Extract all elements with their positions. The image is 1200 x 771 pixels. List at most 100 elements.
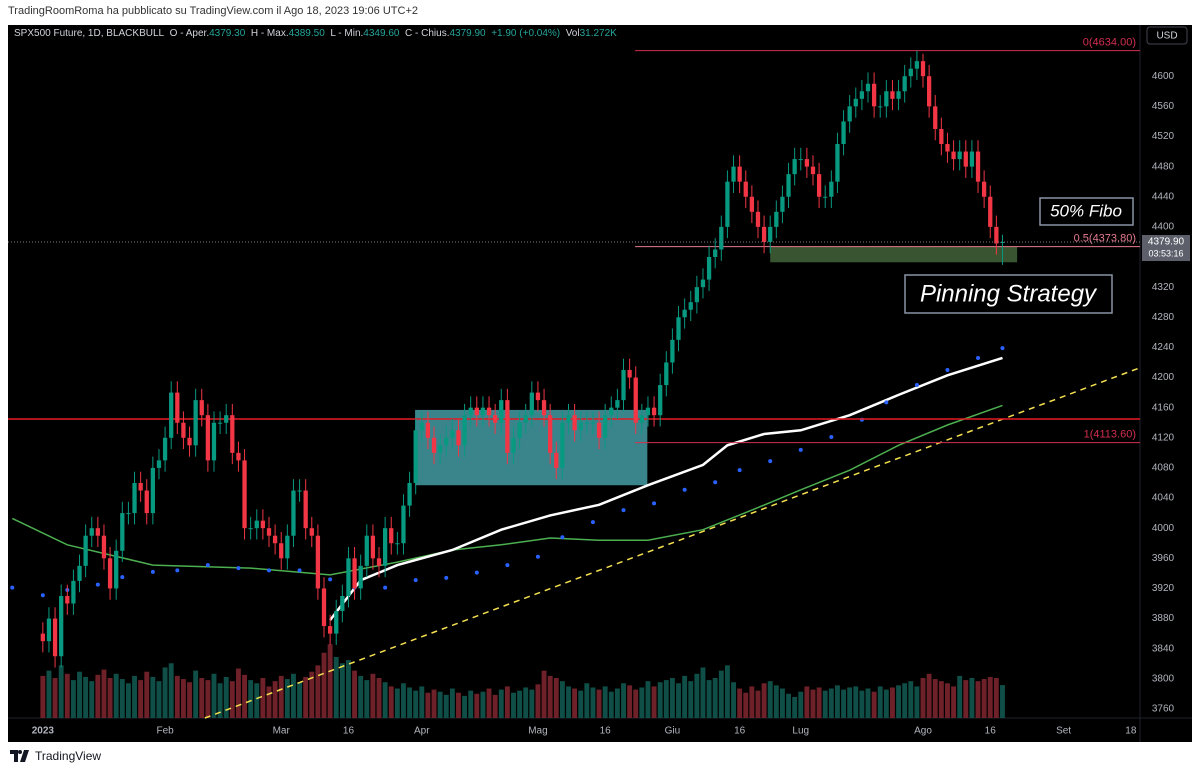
candle-body [181,422,186,438]
y-tick-label: 3960 [1152,553,1175,564]
indicator-dot [297,568,302,573]
candle-body [884,91,889,107]
volume-bar [297,682,303,718]
candle-body [370,535,376,559]
currency-box[interactable] [1146,26,1188,45]
indicator-dot [590,520,595,525]
chart-background [8,25,1192,742]
candle-body [847,106,852,122]
indicator-dot [945,367,950,372]
candle-body [242,460,247,529]
volume-bar [370,673,376,718]
volume-bar [853,686,859,718]
candle-body [658,385,663,416]
volume-bar [663,680,669,718]
fib-label: 0.5(4373.80) [1074,233,1136,245]
volume-bar [651,686,657,718]
volume-bar [706,680,712,718]
candle-body [217,422,223,424]
volume-bar [676,683,681,718]
volume-bar [779,688,785,718]
logo-icon [10,750,29,762]
candle-body [902,76,907,92]
x-tick-label: Mag [528,726,547,737]
candle-body [266,528,272,536]
volume-bar [798,691,804,718]
volume-bar [162,667,168,718]
candle-body [621,369,626,401]
fib-label: 1(4113.60) [1084,429,1136,441]
candle-body [401,505,406,544]
annotation-pinning: Pinning Strategy [904,274,1113,314]
volume-bar [926,673,932,718]
volume-bar [767,681,773,718]
volume-bar [358,675,364,718]
volume-bar [951,686,957,718]
volume-bar [773,685,779,718]
volume-bar [443,694,449,718]
candle-body [719,226,724,250]
volume-bar [682,675,688,718]
volume-bar [401,683,406,718]
legend-label: C - Chius. [405,28,450,39]
volume-bar [187,682,192,718]
volume-bar [981,679,987,718]
volume-bar [456,692,461,718]
volume-bar [969,678,975,718]
volume-bar [786,693,791,718]
volume-bar [529,689,535,718]
candle-body [279,543,284,559]
candle-body [395,543,400,545]
volume-bar [737,688,743,718]
candle-body [52,618,58,657]
candle-body [340,595,345,612]
volume-bar [743,692,749,718]
y-tick-label: 4440 [1152,191,1175,202]
indicator-dot [535,554,540,559]
candle-body [376,558,382,566]
candle-body [474,407,479,416]
x-tick-label: 16 [734,726,746,737]
candle-body [761,226,767,242]
y-tick-label: 4160 [1152,402,1175,413]
trendline [204,367,1141,719]
candle-body [199,400,204,416]
candle-body [725,181,730,227]
volume-bar [553,678,559,718]
volume-bar [523,687,529,718]
indicator-dot [205,563,210,568]
volume-bar [52,678,58,718]
candle-body [456,430,461,446]
candle-body [150,467,156,514]
volume-bar [559,681,565,718]
candle-body [908,68,913,77]
indicator-dot [768,459,773,464]
candle-body [126,513,131,515]
legend-label: L - Min. [330,28,364,39]
volume-bar [413,690,419,718]
candle-body [327,626,333,634]
candle-body [83,535,88,566]
candle-body [107,558,113,589]
y-tick-label: 4400 [1152,222,1175,233]
volume-bar [896,685,902,718]
countdown-label: 03:53:16 [1148,248,1183,258]
x-tick-label: Mar [273,726,291,737]
candle-body [248,528,253,530]
volume-bar [217,683,223,718]
volume-bar [694,673,700,718]
candle-body [389,528,394,544]
candle-body [596,422,602,438]
candle-body [774,211,779,227]
candle-body [303,490,308,529]
candle-body [272,535,278,544]
volume-bar [107,678,113,718]
indicator-dot [120,575,125,580]
y-tick-label: 4080 [1152,463,1175,474]
candle-body [162,437,168,461]
volume-bar [272,681,278,718]
candle-body [554,452,559,468]
volume-bar [83,676,89,718]
candle-body [541,400,547,416]
candle-body [309,528,314,536]
